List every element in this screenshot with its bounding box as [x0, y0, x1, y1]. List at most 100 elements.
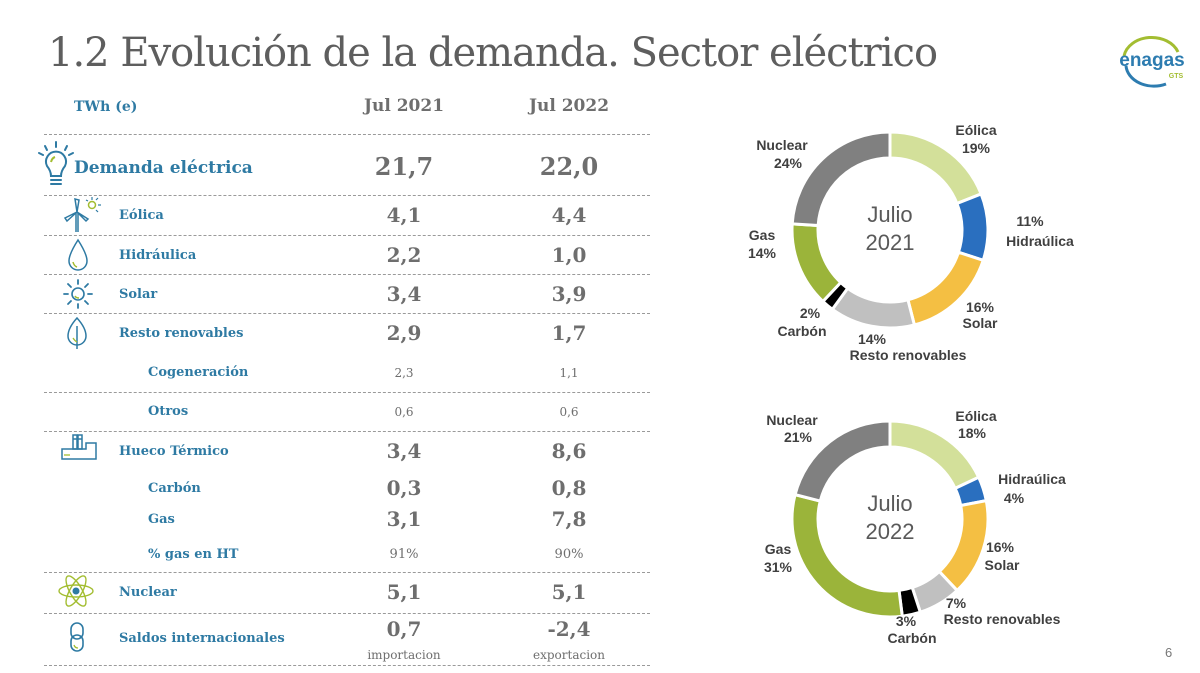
table-row: Saldos internacionales 0,7 -2,4 importac… [44, 615, 650, 665]
value-2022: 4,4 [551, 203, 587, 227]
value-2021: 4,1 [386, 203, 422, 227]
row-label: Carbón [148, 481, 201, 496]
value-2021: 2,2 [386, 243, 422, 267]
logo-arc-bottom [1124, 65, 1167, 88]
divider [44, 613, 650, 614]
label-nuclear-pct: 21% [784, 429, 813, 445]
slices [790, 130, 990, 330]
table-row: Resto renovables 2,9 1,7 [44, 315, 650, 353]
logo-wordmark: enagas [1119, 50, 1184, 71]
label-gas-name: Gas [749, 227, 776, 243]
row-label: Gas [148, 512, 175, 527]
label-eolica-pct: 19% [962, 140, 991, 156]
lightbulb-icon [38, 141, 74, 185]
label-hidraulica-name: Hidraúlica [998, 471, 1066, 487]
label-solar-pct: 16% [966, 299, 995, 315]
row-label: Resto renovables [119, 326, 244, 341]
table-row: % gas en HT 91% 90% [44, 540, 650, 572]
column-header-2021: Jul 2021 [363, 96, 445, 116]
atom-icon [58, 575, 94, 607]
note-2022: exportacion [533, 648, 605, 662]
value-2022: 22,0 [539, 152, 599, 181]
divider [44, 392, 650, 393]
label-eolica-pct: 18% [958, 425, 987, 441]
label-carbon-pct: 2% [800, 305, 821, 321]
label-nuclear-pct: 24% [774, 155, 803, 171]
note-2021: importacion [367, 648, 441, 662]
value-2021: 91% [389, 547, 419, 562]
chain-link-icon [70, 622, 84, 652]
center-label-line1: Julio [867, 202, 912, 227]
row-label: Hueco Térmico [119, 444, 229, 459]
label-gas-pct: 31% [764, 559, 793, 575]
value-2022: 1,7 [551, 321, 587, 345]
divider [44, 431, 650, 432]
unit-label: TWh (e) [74, 99, 138, 115]
label-hidraulica-pct: 4% [1004, 490, 1025, 506]
value-2021: 0,6 [394, 405, 414, 419]
value-2022: 1,1 [559, 366, 579, 380]
label-gas-name: Gas [765, 541, 792, 557]
donut-chart-2021: Julio 2021 Eólica 19% 11% Hidraúlica 16%… [748, 122, 1074, 363]
row-label: % gas en HT [148, 547, 239, 562]
table-row: Eólica 4,1 4,4 [44, 197, 650, 235]
row-label: Saldos internacionales [119, 631, 285, 646]
row-label: Eólica [119, 208, 164, 223]
table-row: Otros 0,6 0,6 [44, 394, 650, 428]
slice-nuclear [793, 419, 892, 503]
table-row: Hueco Térmico 3,4 8,6 [44, 433, 650, 471]
logo-sub: GTS [1169, 73, 1184, 80]
divider [44, 235, 650, 236]
label-carbon-name: Carbón [778, 323, 827, 339]
value-2022: -2,4 [547, 617, 591, 641]
label-solar-name: Solar [962, 315, 998, 331]
leaf-icon [67, 316, 87, 349]
value-2021: 3,1 [386, 507, 422, 531]
center-label-line2: 2022 [866, 519, 915, 544]
label-solar-name: Solar [984, 557, 1020, 573]
divider [44, 313, 650, 314]
value-2022: 0,6 [559, 405, 579, 419]
value-2021: 0,3 [386, 476, 422, 500]
slices [790, 419, 990, 619]
label-hidraulica-pct: 11% [1016, 213, 1044, 229]
divider [44, 665, 650, 666]
label-carbon-pct: 3% [896, 613, 917, 629]
slice-nuclear [790, 130, 892, 228]
water-drop-icon [68, 238, 88, 271]
value-2021: 3,4 [386, 439, 422, 463]
row-label: Solar [119, 287, 158, 302]
label-nuclear-name: Nuclear [766, 412, 818, 428]
row-label: Demanda eléctrica [74, 158, 253, 178]
factory-icon [61, 434, 97, 460]
row-label: Hidráulica [119, 248, 197, 263]
column-header-2022: Jul 2022 [528, 96, 610, 116]
divider [44, 572, 650, 573]
table-row: Hidráulica 2,2 1,0 [44, 237, 650, 275]
label-eolica-name: Eólica [955, 408, 996, 424]
row-label: Otros [148, 404, 189, 419]
value-2022: 90% [554, 547, 584, 562]
value-2021: 2,9 [386, 321, 422, 345]
table-row: Carbón 0,3 0,8 [44, 475, 650, 505]
donut-chart-2022: Julio 2022 Eólica 18% Hidraúlica 4% 16% … [764, 408, 1066, 646]
enagas-logo: enagas GTS [1119, 35, 1185, 88]
label-hidraulica-name: Hidraúlica [1006, 233, 1074, 249]
divider [44, 134, 650, 135]
wind-turbine-icon [63, 197, 101, 232]
slice-gas [790, 222, 843, 304]
value-2022: 0,8 [551, 476, 587, 500]
logo-arc-top [1122, 35, 1180, 57]
label-eolica-name: Eólica [955, 122, 996, 138]
row-label: Nuclear [119, 585, 177, 600]
table-row: Cogeneración 2,3 1,1 [44, 356, 650, 390]
table-row: Gas 3,1 7,8 [44, 506, 650, 536]
label-resto-name: Resto renovables [944, 611, 1061, 627]
divider [44, 274, 650, 275]
center-label-line1: Julio [867, 491, 912, 516]
label-nuclear-name: Nuclear [756, 137, 808, 153]
label-resto-pct: 7% [946, 595, 967, 611]
value-2021: 3,4 [386, 282, 422, 306]
page-title: 1.2 Evolución de la demanda. Sector eléc… [48, 30, 938, 76]
value-2021: 2,3 [394, 366, 414, 380]
